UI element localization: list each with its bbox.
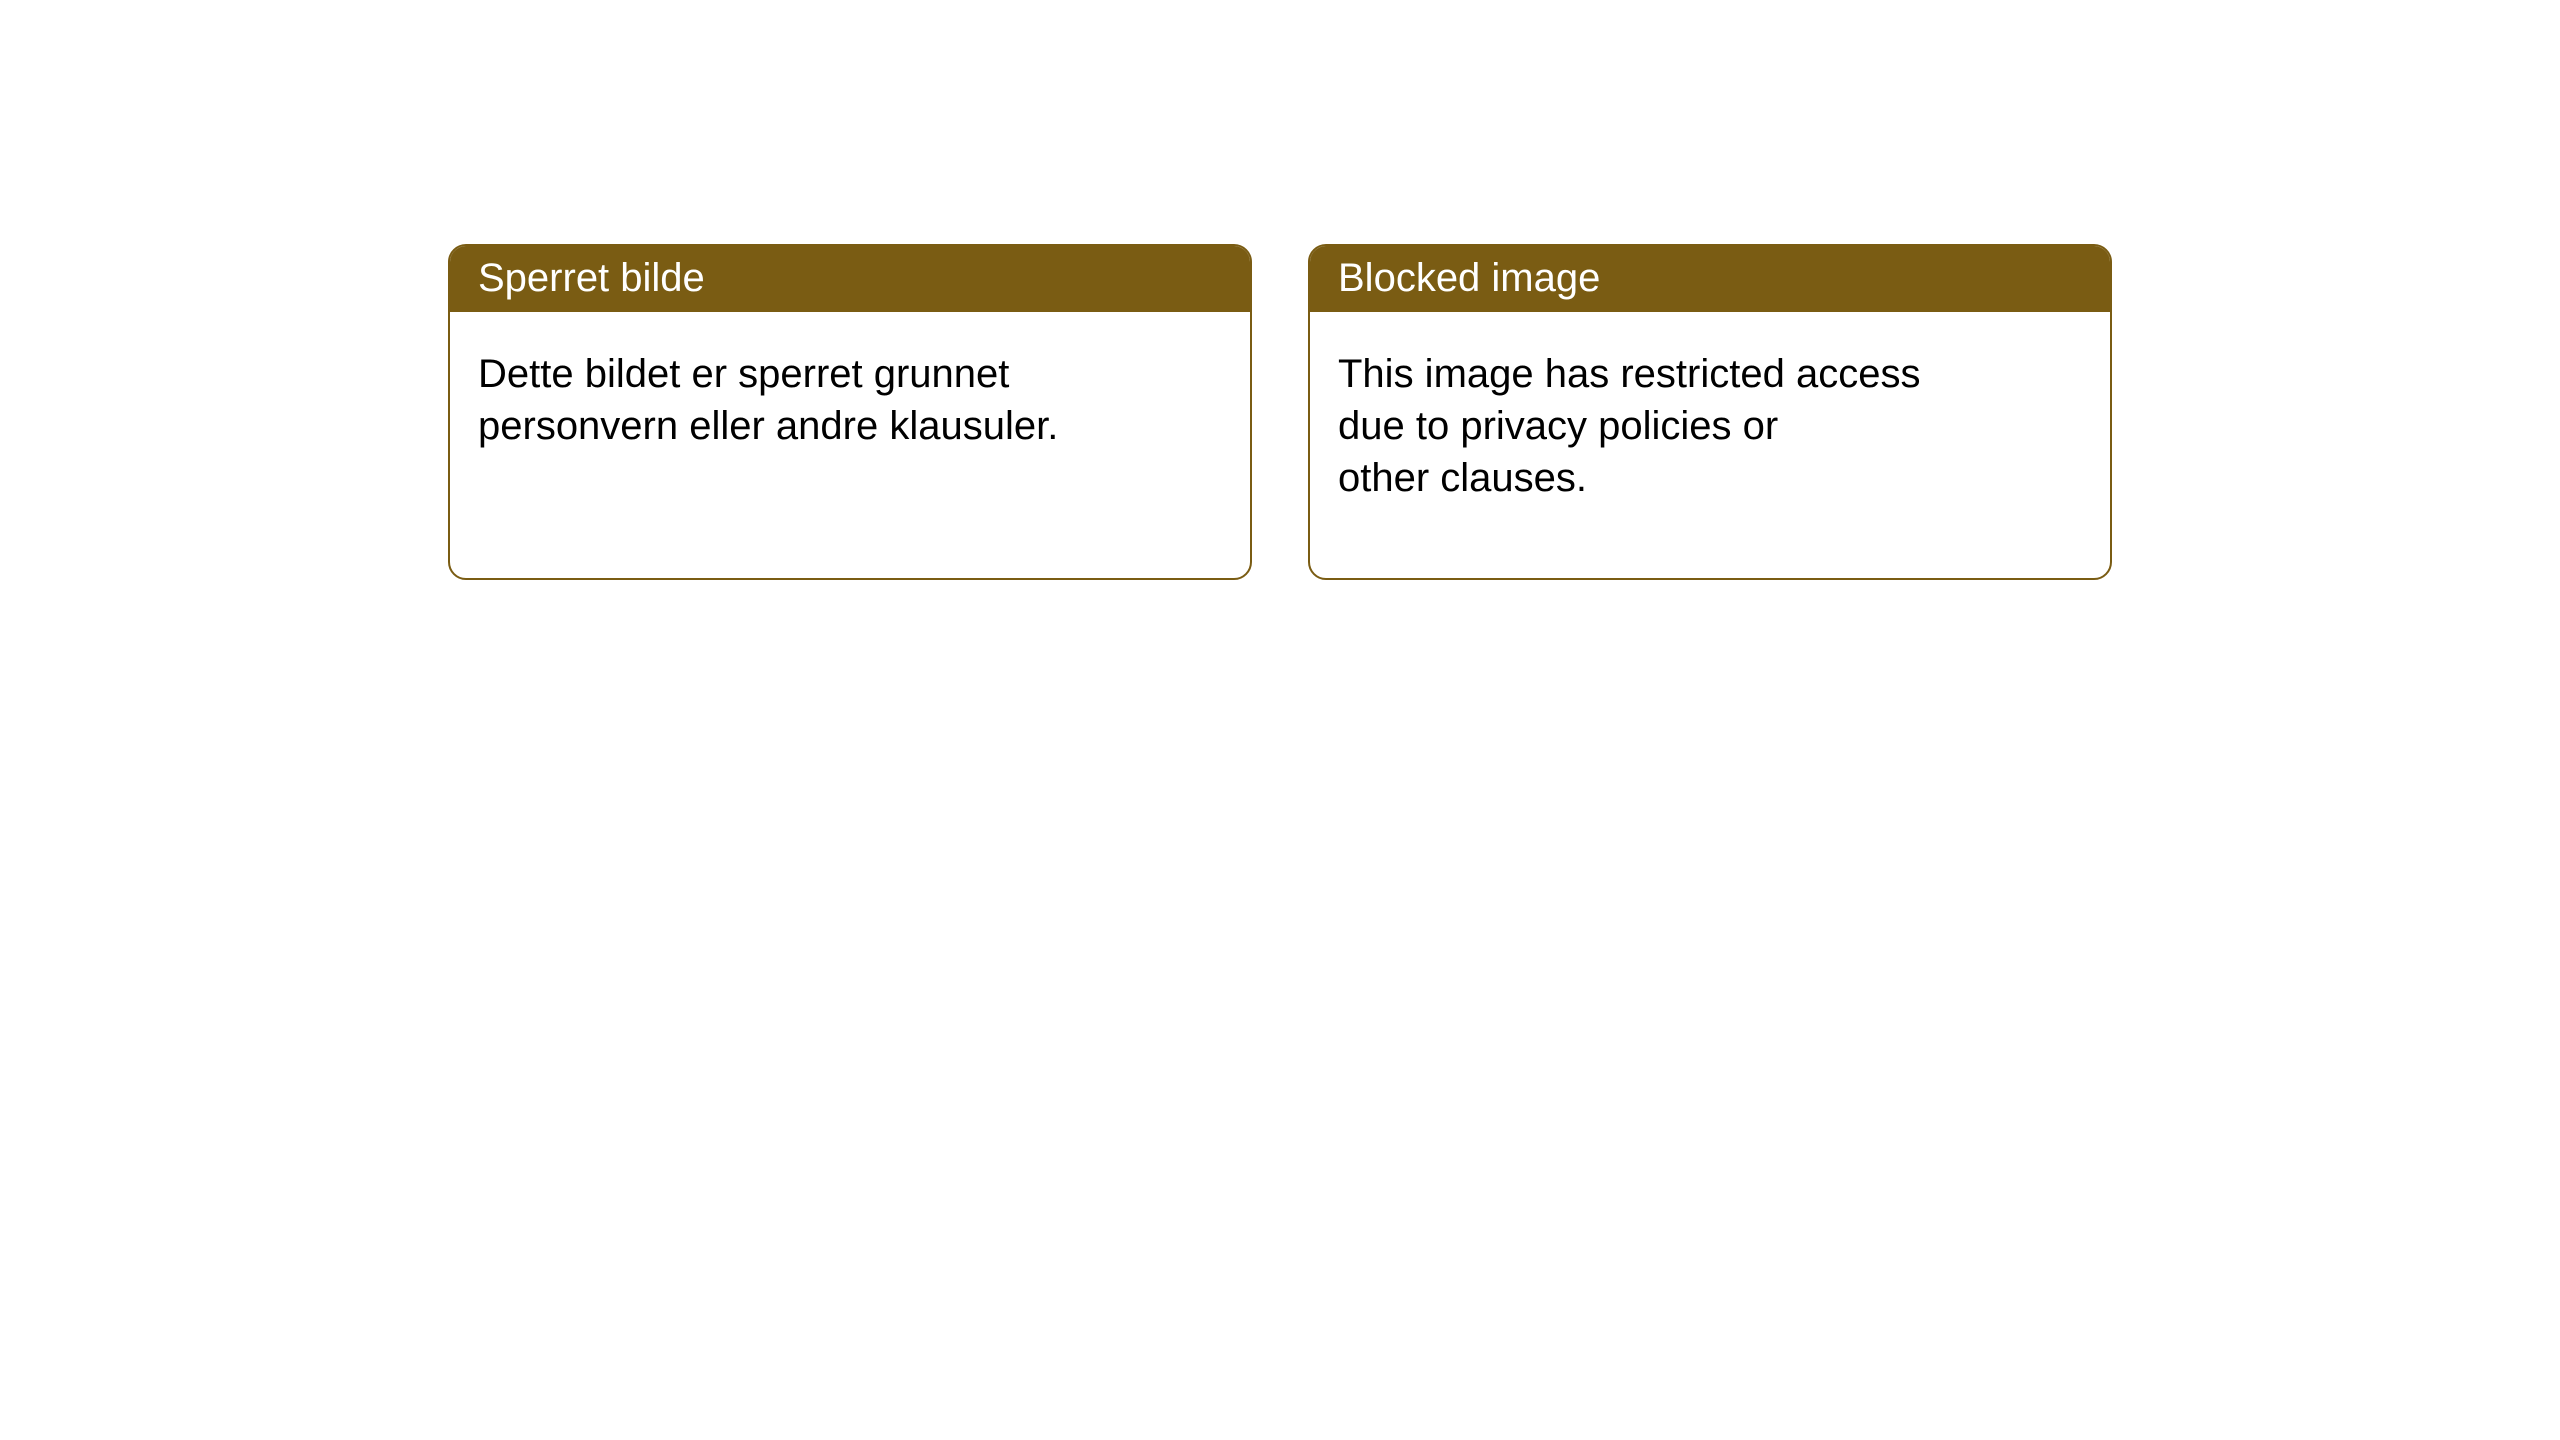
notice-box-en: Blocked image This image has restricted … (1308, 244, 2112, 580)
notice-header-no: Sperret bilde (450, 246, 1250, 312)
notice-container: Sperret bilde Dette bildet er sperret gr… (0, 0, 2560, 580)
notice-box-no: Sperret bilde Dette bildet er sperret gr… (448, 244, 1252, 580)
notice-body-en: This image has restricted access due to … (1310, 312, 2010, 540)
notice-body-no: Dette bildet er sperret grunnet personve… (450, 312, 1150, 488)
notice-header-en: Blocked image (1310, 246, 2110, 312)
